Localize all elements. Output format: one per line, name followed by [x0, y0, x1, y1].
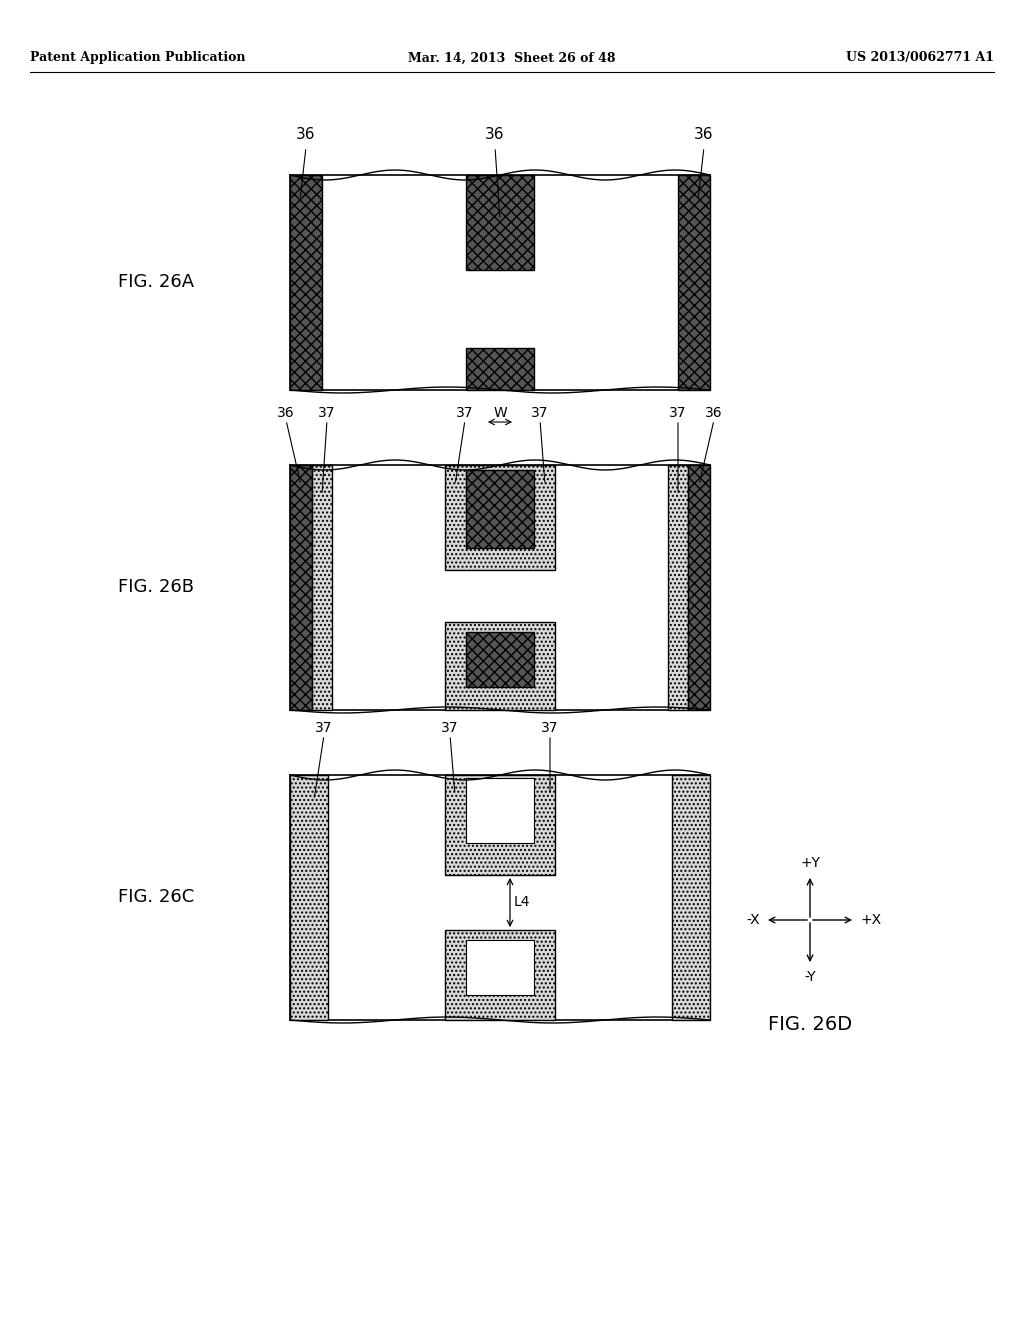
Text: 37: 37 [542, 721, 559, 735]
Text: FIG. 26D: FIG. 26D [768, 1015, 852, 1034]
Text: US 2013/0062771 A1: US 2013/0062771 A1 [846, 51, 994, 65]
Bar [290, 465, 312, 710]
Bar [688, 465, 710, 710]
Bar [466, 470, 534, 548]
Bar [290, 465, 710, 710]
Bar [290, 176, 322, 389]
Text: 37: 37 [441, 721, 459, 735]
Bar [445, 931, 555, 1020]
Bar [312, 465, 332, 710]
Bar [668, 465, 688, 710]
Text: L4: L4 [514, 895, 530, 909]
Bar [466, 632, 534, 686]
Text: Patent Application Publication: Patent Application Publication [30, 51, 246, 65]
Text: 36: 36 [278, 407, 295, 420]
Bar [466, 176, 534, 271]
Text: 37: 37 [531, 407, 549, 420]
Bar [678, 176, 710, 389]
Text: FIG. 26C: FIG. 26C [118, 888, 195, 906]
Text: W: W [494, 407, 507, 420]
Bar [445, 622, 555, 710]
Text: Mar. 14, 2013  Sheet 26 of 48: Mar. 14, 2013 Sheet 26 of 48 [409, 51, 615, 65]
Bar [466, 940, 534, 995]
Bar [445, 465, 555, 570]
Text: FIG. 26A: FIG. 26A [118, 273, 195, 290]
Text: 37: 37 [457, 407, 474, 420]
Text: 36: 36 [706, 407, 723, 420]
Bar [672, 775, 710, 1020]
Text: 36: 36 [694, 127, 714, 143]
Text: FIG. 26B: FIG. 26B [118, 578, 194, 597]
Text: +X: +X [860, 913, 881, 927]
Text: 37: 37 [670, 407, 687, 420]
Text: -X: -X [746, 913, 760, 927]
Bar [290, 176, 710, 389]
Text: +Y: +Y [800, 855, 820, 870]
Bar [290, 775, 328, 1020]
Text: 36: 36 [485, 127, 505, 143]
Bar [466, 348, 534, 389]
Bar [445, 775, 555, 875]
Text: 37: 37 [318, 407, 336, 420]
Text: 36: 36 [296, 127, 315, 143]
Text: 37: 37 [315, 721, 333, 735]
Text: -Y: -Y [804, 970, 816, 983]
Bar [466, 777, 534, 843]
Bar [290, 775, 710, 1020]
